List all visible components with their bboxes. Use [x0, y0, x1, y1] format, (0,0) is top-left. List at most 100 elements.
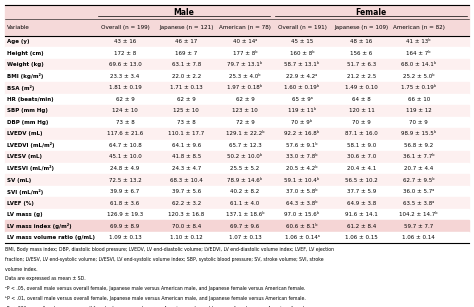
Text: 169 ± 7: 169 ± 7	[175, 51, 197, 56]
Text: 56.5 ± 10.2: 56.5 ± 10.2	[345, 177, 378, 183]
Bar	[5, 186, 469, 197]
Text: SV (mL): SV (mL)	[7, 177, 31, 183]
Text: ᵇP < .01, overall male versus overall female, Japanese male versus American male: ᵇP < .01, overall male versus overall fe…	[5, 296, 306, 301]
Text: 64.7 ± 10.8: 64.7 ± 10.8	[109, 143, 141, 148]
Text: 68.0 ± 14.1ᵇ: 68.0 ± 14.1ᵇ	[401, 62, 436, 67]
Text: 68.3 ± 10.4: 68.3 ± 10.4	[170, 177, 202, 183]
Text: Weight (kg): Weight (kg)	[7, 62, 44, 67]
Text: 48 ± 16: 48 ± 16	[350, 39, 373, 44]
Text: 119 ± 11ᵇ: 119 ± 11ᵇ	[288, 108, 316, 113]
Text: 78.9 ± 14.6ᵇ: 78.9 ± 14.6ᵇ	[228, 177, 263, 183]
Text: 41.8 ± 8.5: 41.8 ± 8.5	[172, 154, 201, 159]
Text: 59.1 ± 10.4ᵇ: 59.1 ± 10.4ᵇ	[284, 177, 319, 183]
Bar	[5, 71, 469, 82]
Text: SBP (mm Hg): SBP (mm Hg)	[7, 108, 47, 113]
Text: Male: Male	[173, 8, 194, 17]
Text: 87.1 ± 16.0: 87.1 ± 16.0	[345, 131, 378, 136]
Text: 69.6 ± 13.0: 69.6 ± 13.0	[109, 62, 141, 67]
Bar	[5, 140, 469, 151]
Text: 22.9 ± 4.2ᵃ: 22.9 ± 4.2ᵃ	[286, 74, 318, 79]
Text: 1.10 ± 0.12: 1.10 ± 0.12	[170, 235, 202, 240]
Text: 43 ± 16: 43 ± 16	[114, 39, 136, 44]
Text: 63.5 ± 3.8ᵃ: 63.5 ± 3.8ᵃ	[403, 200, 434, 206]
Text: 39.9 ± 6.7: 39.9 ± 6.7	[110, 189, 140, 194]
Text: 56.8 ± 9.2: 56.8 ± 9.2	[404, 143, 433, 148]
Text: 65.7 ± 12.3: 65.7 ± 12.3	[228, 143, 261, 148]
Text: 1.75 ± 0.19ᵇ: 1.75 ± 0.19ᵇ	[401, 85, 436, 90]
Text: American (n = 82): American (n = 82)	[392, 25, 445, 30]
Text: 20.5 ± 4.2ᵇ: 20.5 ± 4.2ᵇ	[286, 166, 318, 171]
Text: 126.9 ± 19.3: 126.9 ± 19.3	[107, 212, 143, 217]
Text: Overall (n = 191): Overall (n = 191)	[278, 25, 327, 30]
Text: 41 ± 13ᵇ: 41 ± 13ᵇ	[406, 39, 431, 44]
Text: 30.6 ± 7.0: 30.6 ± 7.0	[347, 154, 376, 159]
Text: 62 ± 9: 62 ± 9	[236, 97, 254, 102]
Text: Japanese (n = 109): Japanese (n = 109)	[335, 25, 389, 30]
Text: 33.0 ± 7.8ᵇ: 33.0 ± 7.8ᵇ	[286, 154, 318, 159]
Text: 63.1 ± 7.8: 63.1 ± 7.8	[172, 62, 201, 67]
Text: 1.07 ± 0.13: 1.07 ± 0.13	[228, 235, 261, 240]
Text: Female: Female	[355, 8, 386, 17]
Text: 23.3 ± 3.4: 23.3 ± 3.4	[110, 74, 140, 79]
Text: 62.2 ± 3.2: 62.2 ± 3.2	[172, 200, 201, 206]
Bar	[5, 209, 469, 220]
Text: HR (beats/min): HR (beats/min)	[7, 97, 53, 102]
Text: 64.9 ± 3.8: 64.9 ± 3.8	[347, 200, 376, 206]
Text: 46 ± 17: 46 ± 17	[175, 39, 197, 44]
Text: 160 ± 8ᵇ: 160 ± 8ᵇ	[290, 51, 314, 56]
Text: 24.8 ± 4.9: 24.8 ± 4.9	[110, 166, 140, 171]
Text: 91.6 ± 14.1: 91.6 ± 14.1	[345, 212, 378, 217]
Text: DBP (mm Hg): DBP (mm Hg)	[7, 120, 48, 125]
Text: 51.7 ± 6.3: 51.7 ± 6.3	[347, 62, 376, 67]
Text: 65 ± 9ᵃ: 65 ± 9ᵃ	[292, 97, 312, 102]
Text: 70 ± 9ᵇ: 70 ± 9ᵇ	[292, 120, 312, 125]
Text: 73 ± 8: 73 ± 8	[116, 120, 135, 125]
Text: 36.0 ± 5.7ᵃ: 36.0 ± 5.7ᵃ	[403, 189, 434, 194]
Text: 172 ± 8: 172 ± 8	[114, 51, 136, 56]
Text: 92.2 ± 16.8ᵇ: 92.2 ± 16.8ᵇ	[284, 131, 319, 136]
Text: 25.3 ± 4.0ᵇ: 25.3 ± 4.0ᵇ	[229, 74, 261, 79]
Text: 21.2 ± 2.5: 21.2 ± 2.5	[347, 74, 376, 79]
Bar	[5, 117, 469, 128]
Text: 24.3 ± 4.7: 24.3 ± 4.7	[172, 166, 201, 171]
Text: 1.71 ± 0.13: 1.71 ± 0.13	[170, 85, 202, 90]
Text: fraction; LVESV, LV end-systolic volume; LVESVI, LV end-systolic volume index; S: fraction; LVESV, LV end-systolic volume;…	[5, 257, 323, 262]
Text: 72 ± 9: 72 ± 9	[236, 120, 254, 125]
Text: BMI (kg/m²): BMI (kg/m²)	[7, 73, 43, 79]
Bar	[5, 82, 469, 94]
Text: LVESVI (mL/m²): LVESVI (mL/m²)	[7, 165, 54, 172]
Text: Overall (n = 199): Overall (n = 199)	[100, 25, 149, 30]
Text: 117.6 ± 21.6: 117.6 ± 21.6	[107, 131, 143, 136]
Text: BSA (m²): BSA (m²)	[7, 85, 34, 91]
Text: LVEF (%): LVEF (%)	[7, 200, 34, 206]
Bar	[5, 163, 469, 174]
Text: Variable: Variable	[7, 25, 29, 30]
Text: 1.06 ± 0.14ᵃ: 1.06 ± 0.14ᵃ	[284, 235, 319, 240]
Text: 36.1 ± 7.7ᵇ: 36.1 ± 7.7ᵇ	[403, 154, 435, 159]
Text: 37.0 ± 5.8ᵇ: 37.0 ± 5.8ᵇ	[286, 189, 318, 194]
Bar	[5, 151, 469, 163]
Text: 1.81 ± 0.19: 1.81 ± 0.19	[109, 85, 141, 90]
Text: 64 ± 8: 64 ± 8	[352, 97, 371, 102]
Text: 59.7 ± 7.7: 59.7 ± 7.7	[404, 223, 433, 229]
Text: Height (cm): Height (cm)	[7, 51, 43, 56]
Text: 69.9 ± 8.9: 69.9 ± 8.9	[110, 223, 140, 229]
Text: 39.7 ± 5.6: 39.7 ± 5.6	[172, 189, 201, 194]
Text: 156 ± 6: 156 ± 6	[350, 51, 373, 56]
Text: 1.97 ± 0.18ᵇ: 1.97 ± 0.18ᵇ	[228, 85, 263, 90]
Text: Japanese (n = 121): Japanese (n = 121)	[159, 25, 213, 30]
Text: 70.0 ± 8.4: 70.0 ± 8.4	[172, 223, 201, 229]
Text: 61.8 ± 3.6: 61.8 ± 3.6	[110, 200, 140, 206]
Text: 64.3 ± 3.8ᵇ: 64.3 ± 3.8ᵇ	[286, 200, 318, 206]
Text: 69.7 ± 9.6: 69.7 ± 9.6	[230, 223, 260, 229]
Text: 79.7 ± 13.1ᵇ: 79.7 ± 13.1ᵇ	[228, 62, 263, 67]
Bar	[5, 36, 469, 47]
Text: 25.5 ± 5.2: 25.5 ± 5.2	[230, 166, 260, 171]
Text: 37.7 ± 5.9: 37.7 ± 5.9	[347, 189, 376, 194]
Text: ᶜP < .001, overall male versus overall female, Japanese male versus American mal: ᶜP < .001, overall male versus overall f…	[5, 306, 308, 307]
Bar	[5, 59, 469, 71]
Text: 64.1 ± 9.6: 64.1 ± 9.6	[172, 143, 201, 148]
Text: 61.1 ± 4.0: 61.1 ± 4.0	[230, 200, 260, 206]
Text: BMI, Body mass index; DBP, diastolic blood pressure; LVEDV, LV end-diastolic vol: BMI, Body mass index; DBP, diastolic blo…	[5, 247, 334, 252]
Text: 129.1 ± 22.2ᵇ: 129.1 ± 22.2ᵇ	[226, 131, 264, 136]
